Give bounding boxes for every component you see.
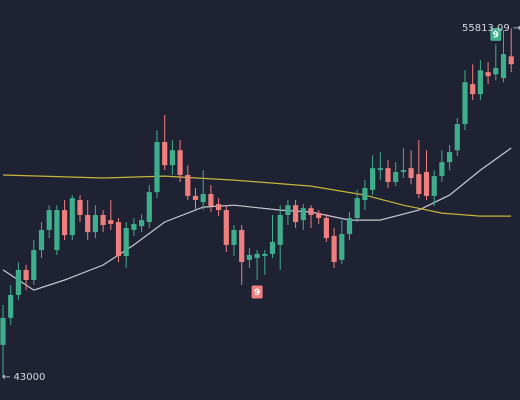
candle-body bbox=[23, 269, 29, 280]
candle-body bbox=[100, 214, 106, 226]
marker-label: 9 bbox=[493, 30, 499, 40]
marker-badge bbox=[251, 285, 263, 299]
candle-body bbox=[277, 214, 283, 245]
candle-body bbox=[223, 210, 229, 245]
candle-body bbox=[208, 194, 214, 206]
candle-body bbox=[46, 210, 52, 230]
candle-body bbox=[139, 220, 145, 227]
candle-body bbox=[285, 205, 291, 215]
candle-body bbox=[85, 214, 91, 233]
candle-body bbox=[269, 241, 276, 254]
high-label: 55813.09 → bbox=[462, 23, 520, 34]
candle-body bbox=[115, 222, 122, 257]
markers: 99 bbox=[251, 27, 502, 299]
candle-body bbox=[92, 214, 98, 233]
candle-body bbox=[362, 188, 368, 200]
candle-body bbox=[485, 72, 491, 77]
candle-body bbox=[200, 194, 206, 203]
candle-body bbox=[192, 195, 199, 200]
candle-body bbox=[216, 204, 222, 211]
candle-body bbox=[447, 152, 453, 163]
candle-body bbox=[62, 210, 68, 236]
candle-body bbox=[423, 171, 430, 196]
candle-body bbox=[154, 142, 160, 193]
candle-body bbox=[385, 168, 391, 183]
candle-body bbox=[408, 168, 414, 178]
candle-body bbox=[146, 192, 152, 223]
candle-body bbox=[38, 229, 45, 251]
candle-body bbox=[346, 217, 353, 235]
candle-body bbox=[185, 174, 191, 196]
candle-body bbox=[493, 68, 499, 75]
candle-body bbox=[454, 124, 460, 151]
candles bbox=[0, 28, 514, 377]
candle-body bbox=[31, 250, 37, 280]
candle-body bbox=[254, 253, 260, 258]
candle-body bbox=[477, 70, 483, 95]
candle-body bbox=[500, 54, 507, 79]
candle-body bbox=[439, 162, 445, 177]
candle-body bbox=[239, 229, 245, 263]
marker-badge bbox=[490, 27, 502, 41]
candle-body bbox=[316, 213, 322, 218]
low-label: ← 43000 bbox=[2, 372, 45, 383]
candle-body bbox=[300, 208, 306, 221]
candle-body bbox=[416, 174, 422, 195]
candle-body bbox=[370, 168, 376, 190]
candle-body bbox=[508, 56, 514, 65]
candle-body bbox=[123, 228, 129, 257]
candle-body bbox=[169, 150, 175, 166]
candle-body bbox=[108, 220, 114, 224]
candle-body bbox=[162, 142, 168, 166]
candle-body bbox=[400, 170, 406, 172]
candle-body bbox=[331, 235, 337, 263]
candle-body bbox=[308, 208, 314, 215]
moving-average-line bbox=[2, 174, 512, 217]
candle-body bbox=[131, 223, 137, 230]
candle-body bbox=[246, 254, 252, 260]
candle-body bbox=[393, 171, 399, 183]
candle-body bbox=[323, 217, 329, 239]
candle-body bbox=[69, 198, 75, 236]
candle-body bbox=[262, 253, 268, 257]
candle-body bbox=[177, 150, 183, 175]
candle-body bbox=[54, 210, 60, 251]
candle-body bbox=[339, 234, 345, 260]
candle-body bbox=[354, 198, 360, 218]
marker-label: 9 bbox=[254, 288, 260, 298]
candle-body bbox=[377, 168, 383, 171]
candle-body bbox=[470, 84, 476, 95]
candle-body bbox=[231, 229, 237, 245]
candle-body bbox=[431, 176, 437, 196]
candle-body bbox=[0, 317, 6, 345]
candle-body bbox=[293, 205, 299, 223]
candle-body bbox=[15, 269, 21, 295]
candle-body bbox=[77, 200, 83, 215]
candle-body bbox=[8, 294, 14, 318]
candle-body bbox=[462, 82, 468, 125]
